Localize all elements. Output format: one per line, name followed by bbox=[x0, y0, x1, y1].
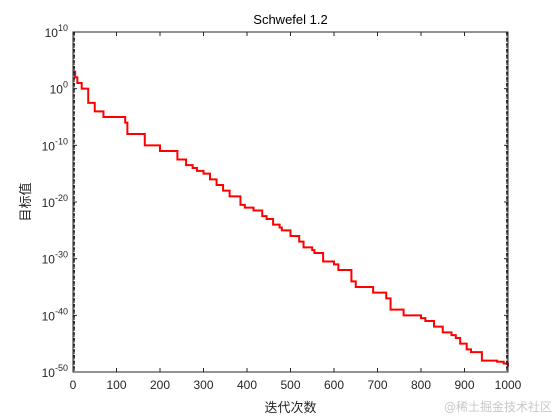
series-line-0 bbox=[73, 70, 509, 367]
y-tick-label: 1010 bbox=[45, 23, 68, 40]
x-tick-label: 100 bbox=[106, 378, 126, 392]
y-tick-label: 10-40 bbox=[42, 306, 68, 323]
x-tick-label: 900 bbox=[454, 378, 474, 392]
chart-title: Schwefel 1.2 bbox=[253, 12, 327, 27]
x-tick-label: 700 bbox=[367, 378, 387, 392]
y-tick-label: 100 bbox=[50, 80, 68, 97]
y-tick-label: 10-10 bbox=[42, 136, 68, 153]
watermark: @稀土掘金技术社区 bbox=[444, 399, 552, 414]
x-tick-label: 0 bbox=[70, 378, 77, 392]
y-axis-label: 目标值 bbox=[18, 182, 34, 221]
x-tick-label: 800 bbox=[411, 378, 431, 392]
plot-area bbox=[73, 32, 508, 372]
x-tick-label: 600 bbox=[324, 378, 344, 392]
x-tick-label: 200 bbox=[150, 378, 170, 392]
x-tick-label: 300 bbox=[193, 378, 213, 392]
series-layer bbox=[73, 70, 509, 367]
y-tick-label: 10-20 bbox=[42, 193, 68, 210]
x-axis-label: 迭代次数 bbox=[264, 400, 316, 416]
y-tick-layer: 1010 100 10-10 10-20 10-30 10-40 10-50 bbox=[42, 23, 508, 380]
x-tick-label: 1000 bbox=[495, 378, 522, 392]
x-tick-layer: 0 100 200 300 400 500 600 700 800 900 1000 bbox=[70, 32, 522, 392]
y-tick-label: 10-30 bbox=[42, 250, 68, 267]
x-tick-label: 400 bbox=[237, 378, 257, 392]
x-tick-label: 500 bbox=[280, 378, 300, 392]
y-tick-label: 10-50 bbox=[42, 363, 68, 380]
